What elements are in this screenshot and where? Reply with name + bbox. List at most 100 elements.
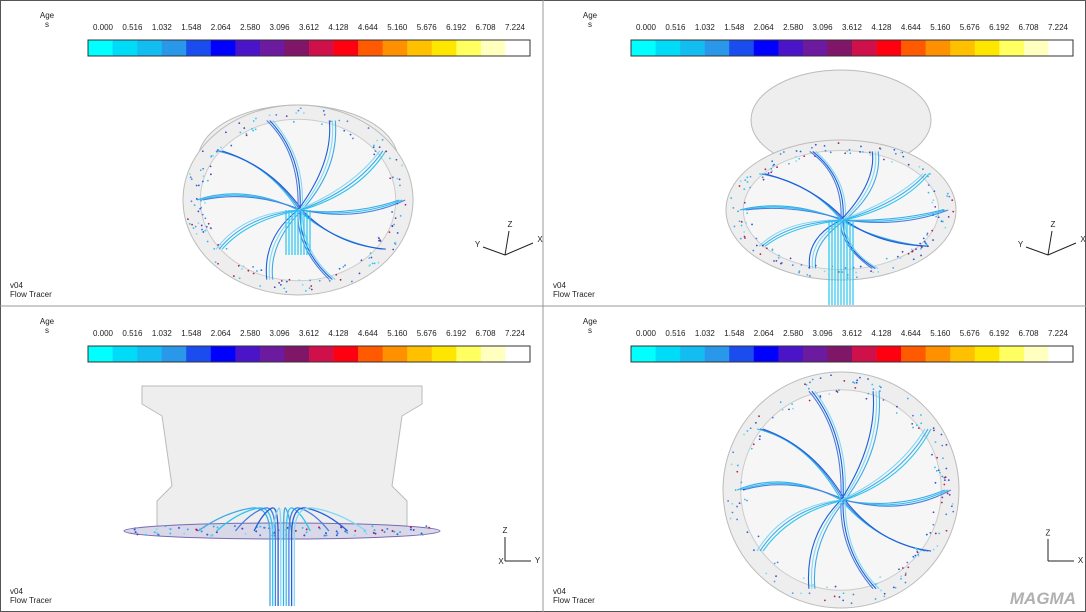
- tracer: [780, 263, 782, 265]
- legend-tick-label: 0.000: [636, 23, 657, 32]
- tracer: [883, 399, 885, 401]
- legend-tick-label: 5.160: [387, 23, 408, 32]
- tracer: [269, 114, 271, 116]
- tracer: [914, 557, 916, 559]
- axis-label: X: [537, 235, 543, 244]
- tracer: [927, 232, 929, 234]
- color-cell: [729, 346, 754, 362]
- tracer: [739, 185, 741, 187]
- tracer: [239, 131, 241, 133]
- tracer: [830, 374, 832, 376]
- legend-tick-label: 2.580: [783, 23, 804, 32]
- axis-label: Z: [508, 220, 513, 229]
- tracer: [870, 270, 872, 272]
- tracer: [731, 503, 733, 505]
- tracer: [392, 176, 394, 178]
- tracer: [216, 151, 218, 153]
- tracer: [893, 586, 895, 588]
- tracer: [920, 255, 922, 257]
- tracer: [374, 262, 376, 264]
- color-cell: [803, 40, 828, 56]
- tracer: [854, 387, 856, 389]
- tracer: [368, 127, 370, 129]
- tracer: [210, 227, 212, 229]
- tracer: [843, 592, 845, 594]
- legend-tick-label: 3.612: [299, 329, 320, 338]
- tracer: [853, 594, 855, 596]
- tracer: [204, 217, 206, 219]
- tracer: [732, 451, 734, 453]
- tracer: [255, 128, 257, 130]
- tracer: [731, 463, 733, 465]
- legend-title: Age: [583, 317, 598, 326]
- tracer: [879, 147, 881, 149]
- tracer: [225, 131, 227, 133]
- tracer: [289, 279, 291, 281]
- tracer: [373, 153, 375, 155]
- logo: MAGMA: [1010, 589, 1076, 608]
- tracer: [371, 525, 373, 527]
- tracer: [914, 555, 916, 557]
- tracer: [770, 168, 772, 170]
- tracer: [768, 172, 770, 174]
- color-cell: [999, 40, 1024, 56]
- tracer: [935, 216, 937, 218]
- color-cell: [631, 40, 656, 56]
- tracer: [196, 185, 198, 187]
- tracer: [392, 530, 394, 532]
- legend-tick-label: 1.032: [695, 23, 716, 32]
- tracer: [255, 530, 257, 532]
- axis-label: Z: [503, 526, 508, 535]
- tracer: [191, 224, 193, 226]
- legend-tick-label: 3.612: [299, 23, 320, 32]
- tracer: [918, 555, 920, 557]
- legend-tick-label: 3.096: [270, 329, 291, 338]
- tracer: [941, 476, 943, 478]
- tracer: [368, 257, 370, 259]
- color-cell: [877, 346, 902, 362]
- tracer: [135, 531, 137, 533]
- color-cell: [334, 346, 359, 362]
- tracer: [932, 524, 934, 526]
- legend-tick-label: 2.064: [211, 329, 232, 338]
- tracer: [193, 227, 195, 229]
- tracer: [744, 237, 746, 239]
- color-cell: [260, 40, 285, 56]
- tracer: [200, 169, 202, 171]
- tracer: [393, 224, 395, 226]
- tracer: [275, 114, 277, 116]
- tracer: [238, 265, 240, 267]
- axis-label: Z: [1051, 220, 1056, 229]
- axis-label: Y: [475, 240, 481, 249]
- tracer: [217, 149, 219, 151]
- color-cell: [407, 40, 432, 56]
- tracer: [921, 246, 923, 248]
- legend-tick-label: 4.644: [358, 329, 379, 338]
- tracer: [746, 176, 748, 178]
- tracer: [931, 202, 933, 204]
- tracer: [844, 152, 846, 154]
- tracer: [389, 231, 391, 233]
- footer-label: Flow Tracer: [10, 596, 52, 605]
- tracer: [395, 243, 397, 245]
- tracer: [943, 484, 945, 486]
- color-cell: [211, 40, 236, 56]
- tracer: [286, 281, 288, 283]
- tracer: [310, 285, 312, 287]
- tracer: [169, 528, 171, 530]
- legend-tick-label: 0.516: [122, 329, 143, 338]
- legend-unit: s: [45, 20, 49, 29]
- color-cell: [137, 40, 162, 56]
- tracer: [869, 151, 871, 153]
- color-cell: [334, 40, 359, 56]
- tracer: [208, 223, 210, 225]
- tracer: [238, 122, 240, 124]
- tracer: [753, 549, 755, 551]
- legend-tick-label: 2.580: [783, 329, 804, 338]
- tracer: [900, 257, 902, 259]
- tracer: [400, 215, 402, 217]
- tracer: [944, 479, 946, 481]
- color-cell: [309, 346, 334, 362]
- legend-tick-label: 7.224: [505, 329, 526, 338]
- tracer: [371, 257, 373, 259]
